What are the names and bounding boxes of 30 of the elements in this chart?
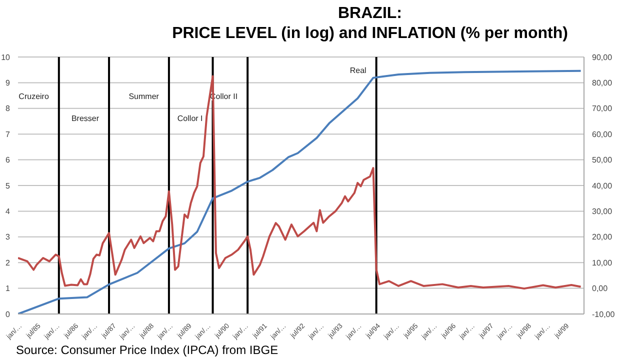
ref-line-label: Cruzeiro (18, 92, 50, 101)
y2-tick-label: 10,00 (592, 258, 613, 268)
y-tick-label: 4 (6, 207, 11, 216)
y2-tick-label: 40,00 (592, 181, 613, 190)
ref-line-label: Bresser (71, 114, 100, 123)
ref-line-label: Collor I (177, 114, 203, 123)
ref-line-label: Summer (128, 92, 160, 101)
y2-tick-label: 80,00 (592, 78, 613, 88)
y-tick-label: 9 (6, 78, 11, 88)
y-tick-label: 0 (6, 310, 11, 319)
y2-tick-label: 70,00 (592, 104, 613, 114)
y-tick-label: 10 (1, 52, 11, 62)
y-tick-label: 1 (6, 284, 11, 294)
y2-tick-label: 30,00 (592, 207, 613, 216)
y2-tick-label: 0,00 (592, 284, 608, 294)
y2-tick-label: -10,00 (592, 310, 616, 319)
y2-tick-label: 20,00 (592, 232, 613, 242)
chart-subtitle: PRICE LEVEL (in log) and INFLATION (% per month) (171, 24, 569, 44)
chart-title: BRAZIL: (337, 4, 403, 24)
y-tick-label: 3 (6, 232, 11, 242)
y-tick-label: 7 (6, 130, 11, 139)
ref-line-label: Real (350, 66, 367, 75)
y-tick-label: 6 (6, 156, 11, 165)
y2-tick-label: 90,00 (592, 52, 613, 62)
y2-tick-label: 50,00 (592, 156, 613, 165)
y2-tick-label: 60,00 (592, 130, 613, 139)
source-note: Source: Consumer Price Index (IPCA) from IBGE (16, 343, 278, 357)
y-tick-label: 8 (6, 104, 11, 114)
y-tick-label: 2 (6, 258, 11, 268)
y-tick-label: 5 (6, 181, 11, 190)
